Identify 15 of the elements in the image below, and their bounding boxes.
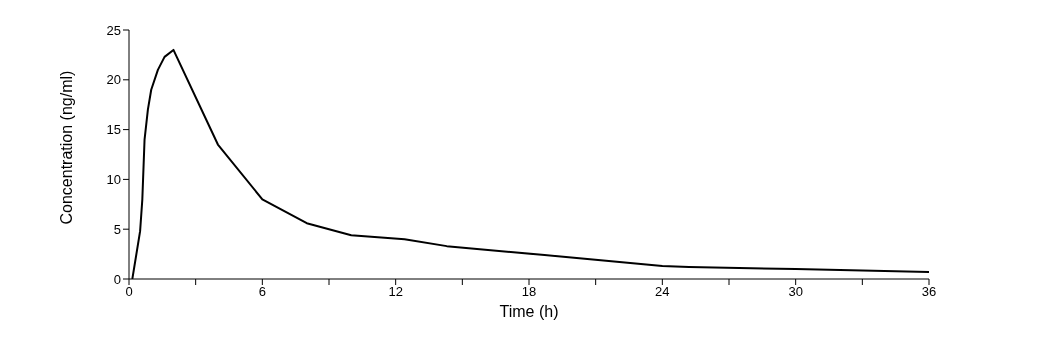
x-tick-label: 18 xyxy=(521,284,537,300)
y-tick-label: 15 xyxy=(106,122,121,138)
x-tick-label: 6 xyxy=(258,284,266,300)
y-tick-label: 25 xyxy=(106,22,121,38)
x-tick-label: 30 xyxy=(788,284,803,300)
x-tick-label: 24 xyxy=(655,284,670,300)
y-axis-title: Concentration (ng/ml) xyxy=(57,70,75,225)
x-axis-title: Time (h) xyxy=(499,303,559,320)
x-tick-label: 36 xyxy=(921,284,937,300)
x-tick-label: 0 xyxy=(125,284,133,300)
y-tick-label: 10 xyxy=(106,172,121,188)
y-tick-label: 5 xyxy=(113,221,121,237)
y-tick-label: 20 xyxy=(106,72,121,88)
x-tick-label: 12 xyxy=(388,284,403,300)
y-tick-label: 0 xyxy=(113,271,121,287)
